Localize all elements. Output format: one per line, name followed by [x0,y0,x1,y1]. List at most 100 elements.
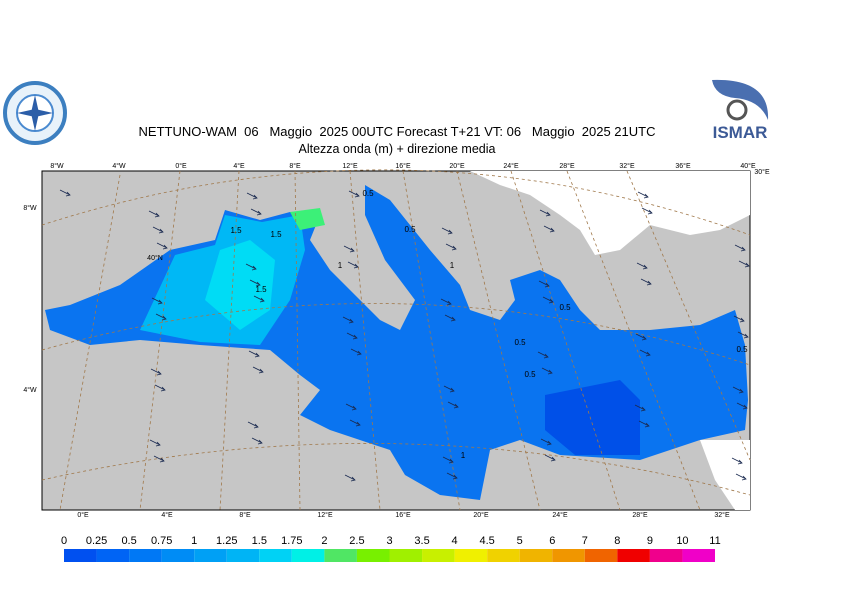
direction-arrow [637,191,649,199]
top-label: 28°E [559,162,575,170]
colorbar-swatch [324,549,357,562]
colorbar-label: 0 [61,535,67,547]
bottom-label: 16°E [395,511,411,519]
direction-arrow [636,262,648,270]
subtitle: Altezza onda (m) + direzione media [299,142,496,156]
colorbar-swatch [649,549,683,562]
colorbar-swatch [129,549,162,562]
colorbar-label: 7 [582,535,588,547]
colorbar-swatch [259,549,292,562]
sea-zone [290,208,325,230]
direction-arrow [446,472,458,480]
direction-arrow [342,316,354,324]
bottom-label: 28°E [632,511,648,519]
top-label: 40°E [740,162,756,170]
direction-arrow [731,457,743,465]
colorbar-label: 1 [191,535,197,547]
direction-arrow [344,474,356,482]
direction-arrow [442,456,454,464]
colorbar-label: 3.5 [414,535,429,547]
direction-arrow [540,438,552,446]
direction-arrow [248,350,260,358]
colorbar-swatch [454,549,488,562]
top-label: 8°E [289,162,301,170]
contour-label: 0.5 [404,225,416,234]
top-label: 32°E [619,162,635,170]
colorbar-swatch [584,549,618,562]
bottom-label: 24°E [552,511,568,519]
direction-arrow [154,384,166,392]
direction-arrow [539,209,551,217]
contour-label: 0.5 [362,189,374,198]
bottom-label: 4°E [161,511,173,519]
grid-label: 30°E [754,168,770,176]
contour-label: 1.5 [230,226,242,235]
direction-arrow [246,192,258,200]
colorbar-label: 2 [321,535,327,547]
direction-arrow [346,332,358,340]
direction-arrow [345,403,357,411]
colorbar-swatch [617,549,650,562]
bottom-label: 12°E [317,511,333,519]
graticule [41,169,751,511]
colorbar-label: 0.25 [86,535,107,547]
direction-arrow [639,349,651,357]
direction-arrow [538,280,550,288]
direction-arrow [734,244,746,252]
top-label: 4°E [233,162,245,170]
direction-arrow [150,368,162,376]
grid-label: 40°N [147,254,163,262]
contour-label: 1 [461,451,466,460]
direction-arrow [149,439,161,447]
direction-arrow [640,278,652,286]
colorbar-swatch [161,549,195,562]
colorbar-swatch [356,549,390,562]
colorbar-label: 11 [709,535,720,547]
direction-arrow [736,402,748,410]
contour-label: 0.5 [559,303,571,312]
bottom-label: 8°E [239,511,251,519]
contour-label: 0.5 [524,370,536,379]
direction-arrow [440,298,452,306]
colorbar-swatch [389,549,423,562]
direction-arrow [738,260,750,268]
direction-arrow [245,263,257,271]
direction-arrow [250,208,262,216]
direction-arrow [443,385,455,393]
direction-arrow [542,296,554,304]
bottom-label: 0°E [77,511,89,519]
contour-label: 1.5 [255,285,267,294]
top-label: 24°E [503,162,519,170]
direction-arrow [350,348,362,356]
top-label: 4°W [112,162,126,170]
direction-arrow [441,227,453,235]
colorbar-swatch [422,549,455,562]
sea-zone [545,380,640,455]
top-label: 36°E [675,162,691,170]
top-label: 20°E [449,162,465,170]
direction-arrow [537,351,549,359]
logo-right: ISMAR [709,79,771,142]
colorbar-swatch [552,549,585,562]
top-label: 12°E [342,162,358,170]
colorbar-label: 9 [647,535,653,547]
colorbar: 0 0.25 0.5 0.75 1 1.25 1.5 1.75 2 2.5 3 3.5 4 4.5 5 6 7 8… [61,535,721,562]
direction-arrow [155,313,167,321]
direction-arrow [349,419,361,427]
contour-label: 0.5 [514,338,526,347]
direction-arrow [348,190,360,198]
direction-arrow [733,315,745,323]
sea-zone [205,240,275,330]
colorbar-label: 6 [549,535,555,547]
colorbar-label: 10 [676,535,688,547]
direction-arrow [638,420,650,428]
colorbar-swatch [96,549,130,562]
direction-arrow [634,404,646,412]
direction-arrow [247,421,259,429]
title: NETTUNO-WAM 06 Maggio 2025 00UTC Forecas… [139,124,656,139]
contour-label: 1.5 [270,230,282,239]
colorbar-swatch [64,549,97,562]
logo-left [3,81,67,145]
colorbar-label: 8 [614,535,620,547]
